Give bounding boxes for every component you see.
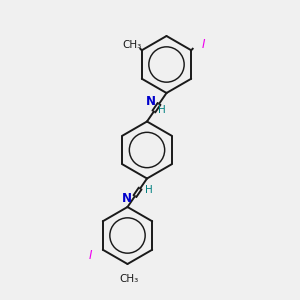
Text: N: N: [146, 95, 156, 108]
Text: N: N: [122, 192, 131, 205]
Text: H: H: [145, 185, 153, 195]
Text: I: I: [201, 38, 205, 51]
Text: CH₃: CH₃: [119, 274, 139, 284]
Text: CH₃: CH₃: [123, 40, 142, 50]
Text: H: H: [158, 105, 166, 115]
Text: I: I: [89, 249, 93, 262]
